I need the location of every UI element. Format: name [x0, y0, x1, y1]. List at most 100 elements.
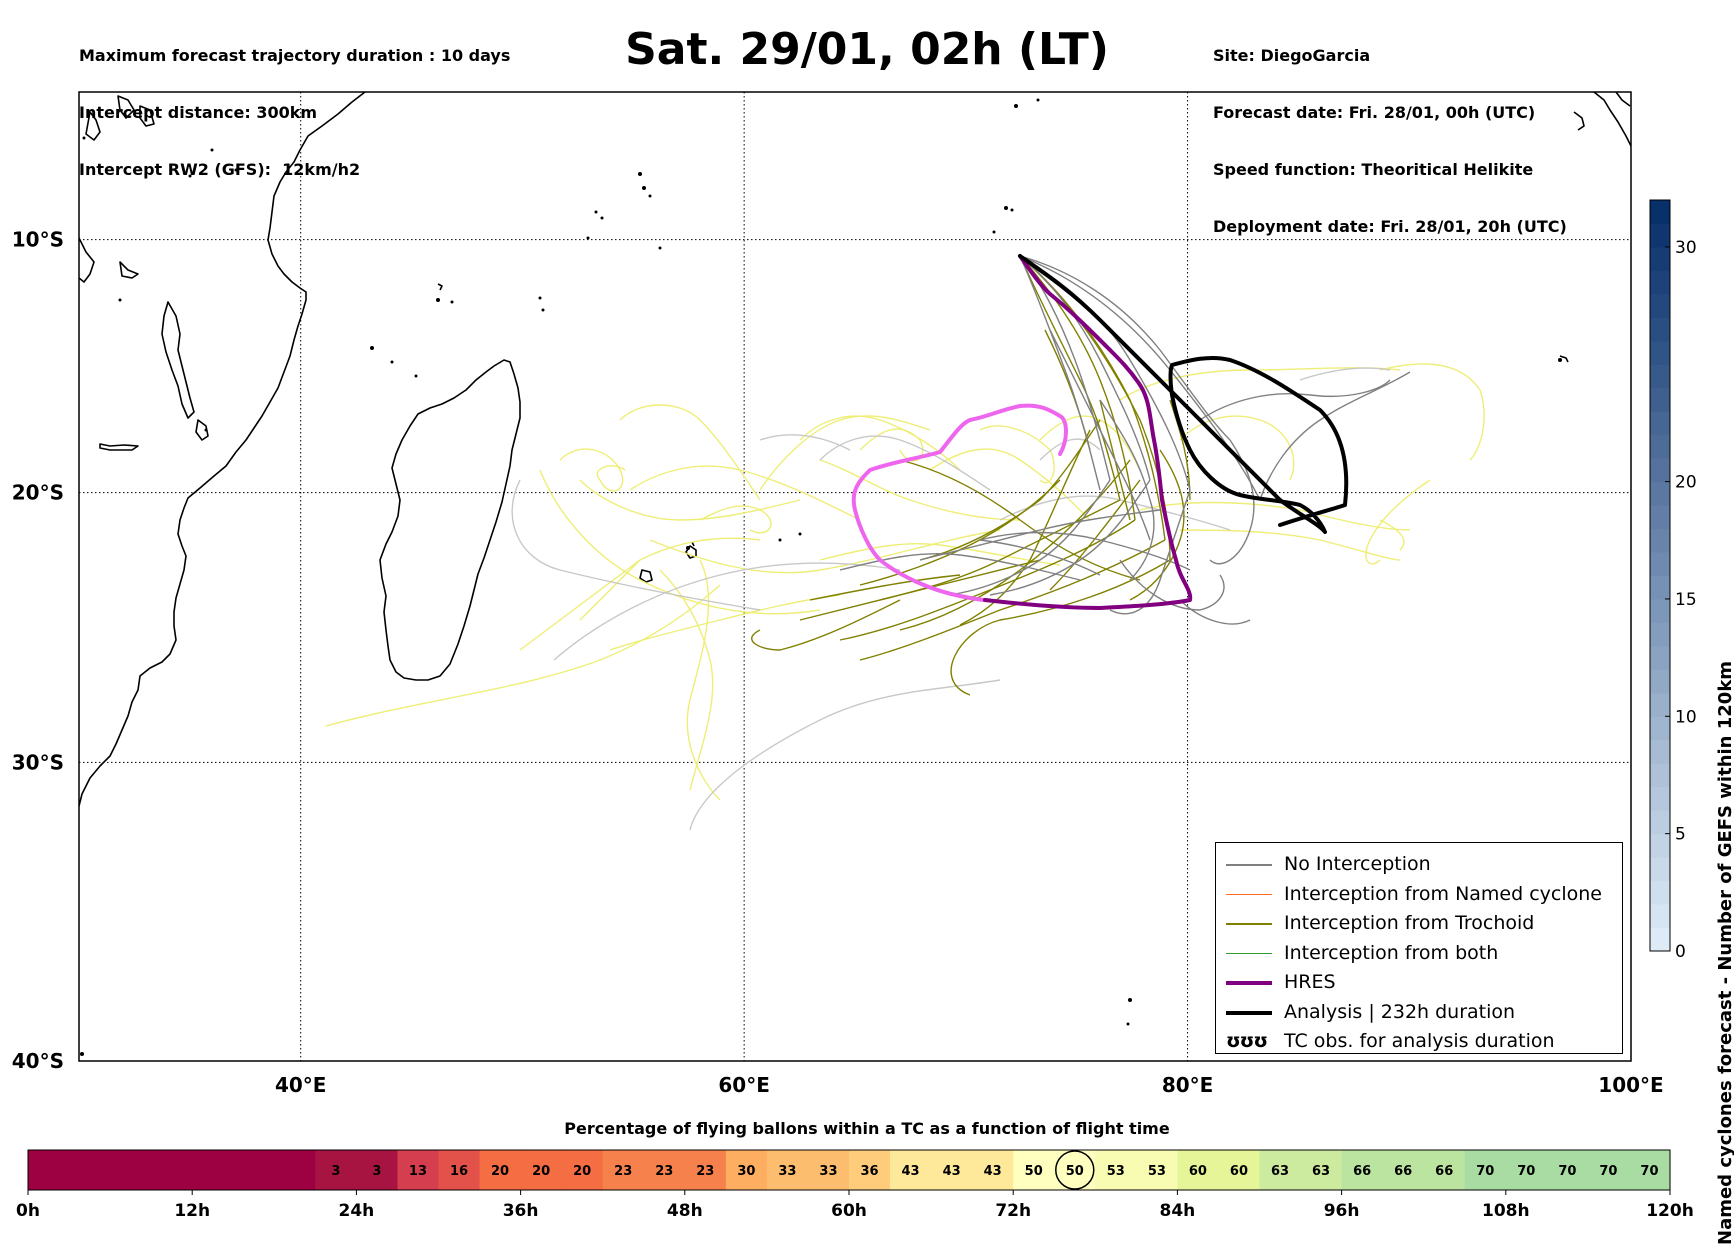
- timeline-segment: [397, 1150, 440, 1190]
- timeline-segment: [931, 1150, 973, 1190]
- colorbar-tick-label: 30: [1675, 238, 1697, 258]
- colorbar-segment: [1650, 669, 1670, 694]
- timeline-segment: [561, 1150, 604, 1190]
- lon-tick-label: 80°E: [1162, 1073, 1214, 1097]
- timeline-segment: [684, 1150, 727, 1190]
- timeline-tick-label: 108h: [1482, 1201, 1530, 1221]
- timeline-segment: [643, 1150, 686, 1190]
- header-right-info: Site: DiegoGarcia Forecast date: Fri. 28…: [1213, 8, 1567, 255]
- deployment-date-text: Deployment date: Fri. 28/01, 20h (UTC): [1213, 217, 1567, 236]
- colorbar-frame: [1649, 199, 1671, 952]
- colorbar-segment: [1650, 622, 1670, 647]
- timeline-segment: [151, 1150, 193, 1190]
- timeline-segment: [807, 1150, 850, 1190]
- legend-label: Interception from Trochoid: [1284, 912, 1535, 934]
- timeline-segment: [1587, 1150, 1630, 1190]
- timeline-value: 20: [491, 1164, 509, 1179]
- timeline-segment: [356, 1150, 399, 1190]
- timeline-value: 3: [331, 1164, 340, 1179]
- colorbar-segment: [1650, 364, 1670, 389]
- colorbar-segment: [1650, 598, 1670, 623]
- colorbar-segment: [1650, 411, 1670, 436]
- timeline-value: 70: [1517, 1164, 1535, 1179]
- colorbar-segment: [1650, 739, 1670, 764]
- legend-label: No Interception: [1284, 853, 1431, 875]
- colorbar-segment: [1650, 716, 1670, 741]
- timeline-value: 63: [1312, 1164, 1330, 1179]
- colorbar-tick-label: 20: [1675, 473, 1697, 493]
- timeline-segment: [69, 1150, 111, 1190]
- timeline-segment: [1300, 1150, 1343, 1190]
- lat-tick-label: 20°S: [12, 481, 64, 505]
- site-text: Site: DiegoGarcia: [1213, 46, 1371, 65]
- timeline-segment: [1218, 1150, 1261, 1190]
- colorbar-segment: [1650, 880, 1670, 905]
- legend-item: Interception from Named cyclone: [1222, 881, 1617, 909]
- timeline-tick-label: 84h: [1160, 1201, 1196, 1221]
- colorbar-segment: [1650, 857, 1670, 882]
- timeline-value: 53: [1148, 1164, 1166, 1179]
- timeline-value: 60: [1230, 1164, 1248, 1179]
- timeline-tick-label: 24h: [339, 1201, 375, 1221]
- timeline-segment: [1423, 1150, 1466, 1190]
- map-graticule: [79, 92, 1631, 1061]
- colorbar-segment: [1650, 270, 1670, 295]
- colorbar-segment: [1650, 810, 1670, 835]
- legend-line-sample: [1226, 893, 1272, 896]
- timeline-value: 50: [1025, 1164, 1043, 1179]
- timeline-segment: [849, 1150, 891, 1190]
- forecast-date-text: Forecast date: Fri. 28/01, 00h (UTC): [1213, 103, 1536, 122]
- legend-item: Analysis | 232h duration: [1222, 999, 1617, 1027]
- lon-tick-label: 60°E: [718, 1073, 770, 1097]
- timeline-segment: [1546, 1150, 1589, 1190]
- timeline-value: 20: [532, 1164, 550, 1179]
- timeline-value: 20: [573, 1164, 591, 1179]
- timeline-value: 60: [1189, 1164, 1207, 1179]
- colorbar-title: Named cyclones forecast - Number of GEFS…: [1715, 660, 1734, 1245]
- timeline-value: 30: [737, 1164, 755, 1179]
- current-time-marker: [1055, 1150, 1095, 1190]
- colorbar-segment: [1650, 505, 1670, 530]
- timeline-value: 33: [819, 1164, 837, 1179]
- intercept-rw2-text: Intercept RW2 (GFS): 12km/h2: [79, 160, 361, 179]
- colorbar-segment: [1650, 317, 1670, 342]
- trajectories-no-interception: [839, 255, 1411, 625]
- madagascar-coastline: [379, 359, 521, 681]
- colorbar-segment: [1650, 833, 1670, 858]
- timeline-value: 66: [1353, 1164, 1371, 1179]
- colorbar-segment: [1650, 552, 1670, 576]
- timeline-value: 66: [1435, 1164, 1453, 1179]
- gefs-colorbar: 0 5 10 15 20 30: [1649, 199, 1697, 962]
- timeline-segment: [479, 1150, 522, 1190]
- colorbar-segment: [1650, 200, 1670, 224]
- timeline-value: 50: [1066, 1164, 1084, 1179]
- analysis-trajectory: [1018, 254, 1349, 534]
- timeline-tick-label: 120h: [1646, 1201, 1694, 1221]
- legend-item: Interception from Trochoid: [1222, 910, 1617, 938]
- timeline-value: 23: [696, 1164, 714, 1179]
- timeline-value: 70: [1476, 1164, 1494, 1179]
- timeline-value: 70: [1599, 1164, 1617, 1179]
- tc-obs-icon: ʊʊʊ: [1226, 1030, 1268, 1052]
- map-legend: No Interception Interception from Named c…: [1215, 842, 1623, 1054]
- colorbar-segment: [1650, 763, 1670, 788]
- timeline-value: 23: [614, 1164, 632, 1179]
- timeline-segment: [1382, 1150, 1425, 1190]
- timeline-segment: [1136, 1150, 1178, 1190]
- legend-line-sample: [1226, 952, 1272, 955]
- map-frame: [78, 91, 1632, 1062]
- timeline-value: 70: [1640, 1164, 1658, 1179]
- timeline-segment: [28, 1150, 70, 1190]
- timeline-segment: [972, 1150, 1014, 1190]
- lat-tick-label: 40°S: [12, 1049, 64, 1073]
- page-title: Sat. 29/01, 02h (LT): [0, 22, 1734, 78]
- legend-line-sample: [1226, 981, 1272, 985]
- legend-item: Interception from both: [1222, 940, 1617, 968]
- colorbar-segment: [1650, 246, 1670, 271]
- timeline-value: 33: [778, 1164, 796, 1179]
- legend-line-sample: [1226, 1010, 1272, 1015]
- timeline-tick-label: 0h: [16, 1201, 40, 1221]
- colorbar-segment: [1650, 645, 1670, 670]
- timeline-segment: [766, 1150, 809, 1190]
- legend-line-sample: [1226, 923, 1272, 925]
